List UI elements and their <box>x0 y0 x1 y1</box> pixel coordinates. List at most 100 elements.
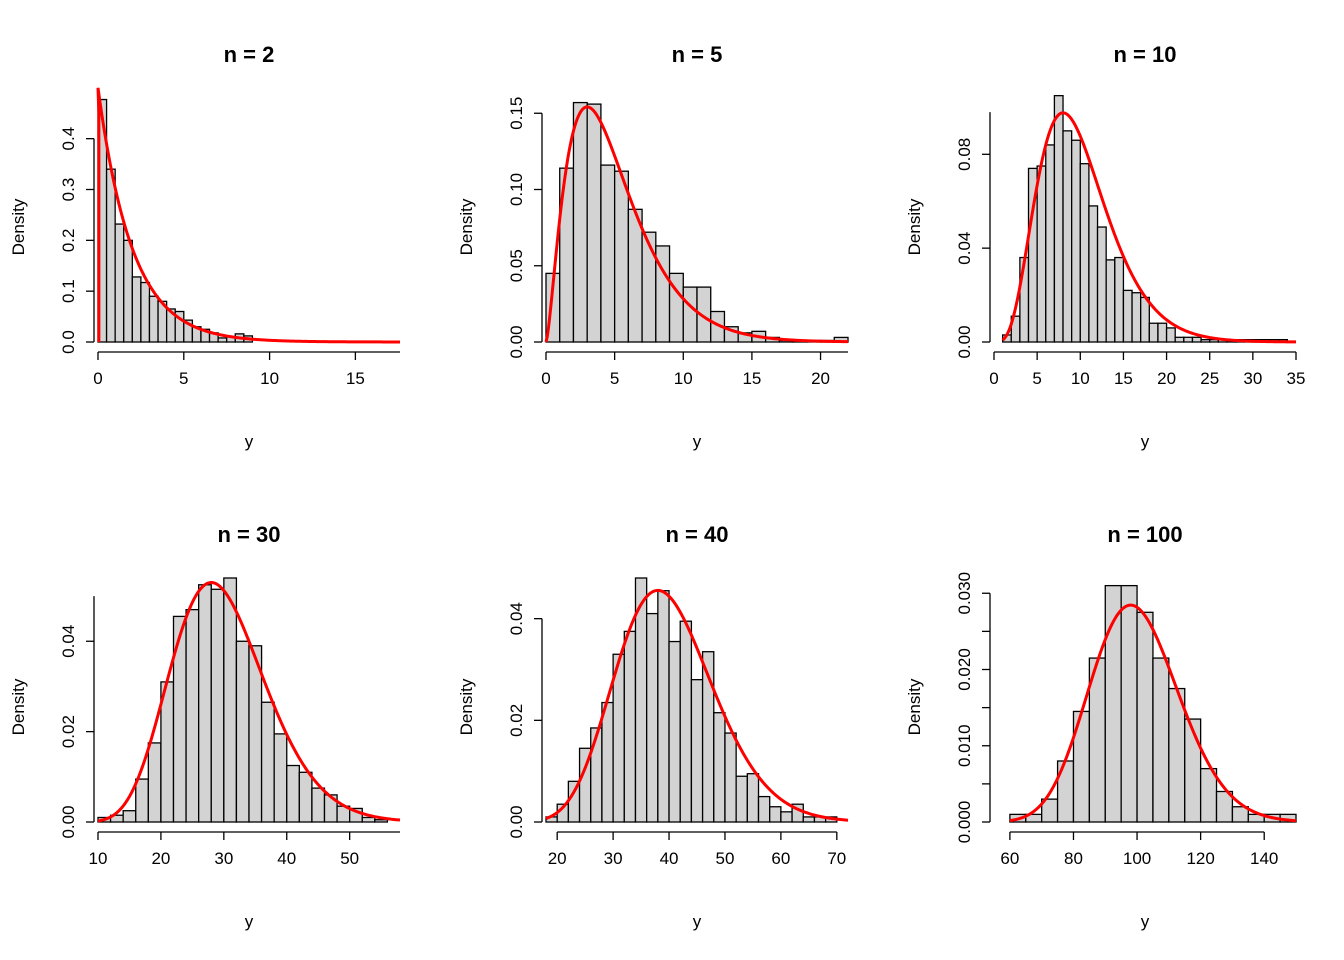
x-tick-label: 30 <box>1243 369 1262 388</box>
x-axis: 0 5 10 15 20 25 30 35 <box>989 351 1306 388</box>
histogram-bar <box>1131 292 1142 343</box>
y-tick-label: 0.10 <box>507 173 526 206</box>
x-tick-label: 30 <box>214 849 233 868</box>
y-tick-label: 0.15 <box>507 97 526 130</box>
x-tick-label: 35 <box>1287 369 1306 388</box>
histogram-bar <box>713 712 726 823</box>
histogram-bar <box>601 701 614 823</box>
histogram-bar <box>217 337 228 343</box>
x-tick-label: 10 <box>674 369 693 388</box>
y-tick-label: 0.030 <box>955 572 974 615</box>
histogram-bar <box>641 231 657 343</box>
histogram-bar <box>1136 611 1154 823</box>
y-tick-label: 0.1 <box>59 279 78 303</box>
y-axis: 0.000 0.010 0.020 0.030 <box>955 572 991 844</box>
histogram-bar <box>600 164 616 343</box>
x-axis-label: y <box>245 912 254 931</box>
histogram-bars <box>1009 584 1297 823</box>
histogram-bar <box>735 775 748 823</box>
histogram-bar <box>273 733 288 823</box>
histogram-bar <box>746 773 760 823</box>
x-tick-label: 80 <box>1064 849 1083 868</box>
histogram-bar <box>623 630 637 823</box>
histogram-bar <box>105 168 116 343</box>
density-curve <box>96 87 400 344</box>
x-tick-label: 0 <box>989 369 998 388</box>
y-tick-label: 0.00 <box>59 805 78 838</box>
y-tick-label: 0.08 <box>955 138 974 171</box>
x-tick-label: 5 <box>179 369 188 388</box>
y-axis-label: Density <box>457 198 476 255</box>
histogram-bar <box>260 701 275 823</box>
histogram-bar <box>311 787 326 823</box>
histogram-bar <box>1184 718 1202 823</box>
histogram-bars <box>97 98 254 343</box>
histogram-bar <box>1157 322 1168 343</box>
y-tick-label: 0.4 <box>59 127 78 151</box>
histogram-bar <box>1152 657 1170 823</box>
chart-title: n = 10 <box>1114 42 1177 67</box>
x-axis-label: y <box>693 432 702 451</box>
x-tick-label: 25 <box>1200 369 1219 388</box>
histogram-bar <box>1036 165 1047 343</box>
histogram-bar <box>198 584 212 823</box>
x-tick-label: 20 <box>151 849 170 868</box>
density-curve <box>97 581 401 823</box>
x-axis: 60 80 100 120 140 <box>1000 831 1278 868</box>
x-tick-label: 5 <box>1032 369 1041 388</box>
histogram-bar <box>140 281 151 343</box>
histogram-bar <box>613 170 630 343</box>
x-tick-label: 10 <box>1071 369 1090 388</box>
x-axis: 0 5 10 15 <box>93 351 400 388</box>
y-tick-label: 0.010 <box>955 724 974 767</box>
histogram-bar <box>210 588 225 823</box>
y-axis: 0.00 0.04 0.08 <box>955 112 991 359</box>
x-axis-label: y <box>245 432 254 451</box>
histogram-bar <box>1114 256 1125 343</box>
x-tick-label: 15 <box>346 369 365 388</box>
histogram-bar <box>802 816 816 823</box>
x-tick-label: 120 <box>1186 849 1214 868</box>
y-axis-label: Density <box>457 678 476 735</box>
histogram-bar <box>135 778 149 823</box>
histogram-bar <box>572 101 588 343</box>
histogram-bar <box>1071 139 1081 343</box>
histogram-bar <box>1168 687 1186 823</box>
histogram-bar <box>757 795 771 823</box>
histogram-bar <box>361 816 376 823</box>
x-tick-label: 0 <box>93 369 102 388</box>
y-tick-label: 0.04 <box>507 602 526 635</box>
x-tick-label: 10 <box>89 849 108 868</box>
x-tick-label: 10 <box>260 369 279 388</box>
histogram-bar <box>646 612 659 823</box>
histogram-bar <box>286 764 300 823</box>
histogram-bar <box>374 819 389 823</box>
histogram-bar <box>185 608 200 823</box>
histogram-bar <box>1120 584 1138 823</box>
y-tick-label: 0.000 <box>955 801 974 844</box>
x-axis-label: y <box>693 912 702 931</box>
histogram-bar <box>1174 336 1185 343</box>
histogram-bar <box>1105 259 1116 343</box>
y-axis: 0.00 0.05 0.10 0.15 <box>507 97 543 359</box>
y-axis-label: Density <box>905 198 924 255</box>
x-axis: 20 30 40 50 60 70 <box>548 831 846 868</box>
histogram-bar <box>1199 767 1218 823</box>
x-tick-label: 20 <box>1157 369 1176 388</box>
histogram-bar <box>114 223 125 343</box>
x-axis: 0 5 10 15 20 <box>541 351 848 388</box>
y-axis-label: Density <box>9 198 28 255</box>
histogram-bar <box>590 727 603 823</box>
x-tick-label: 20 <box>811 369 830 388</box>
histogram-bar <box>724 732 737 823</box>
x-axis: 10 20 30 40 50 <box>89 831 400 868</box>
density-curve <box>545 588 849 822</box>
y-tick-label: 0.02 <box>59 715 78 748</box>
histogram-bar <box>679 620 693 823</box>
histogram-bar <box>122 810 137 823</box>
x-tick-label: 0 <box>541 369 550 388</box>
x-tick-label: 50 <box>340 849 359 868</box>
chart-title: n = 100 <box>1107 522 1182 547</box>
chart-title: n = 40 <box>666 522 729 547</box>
